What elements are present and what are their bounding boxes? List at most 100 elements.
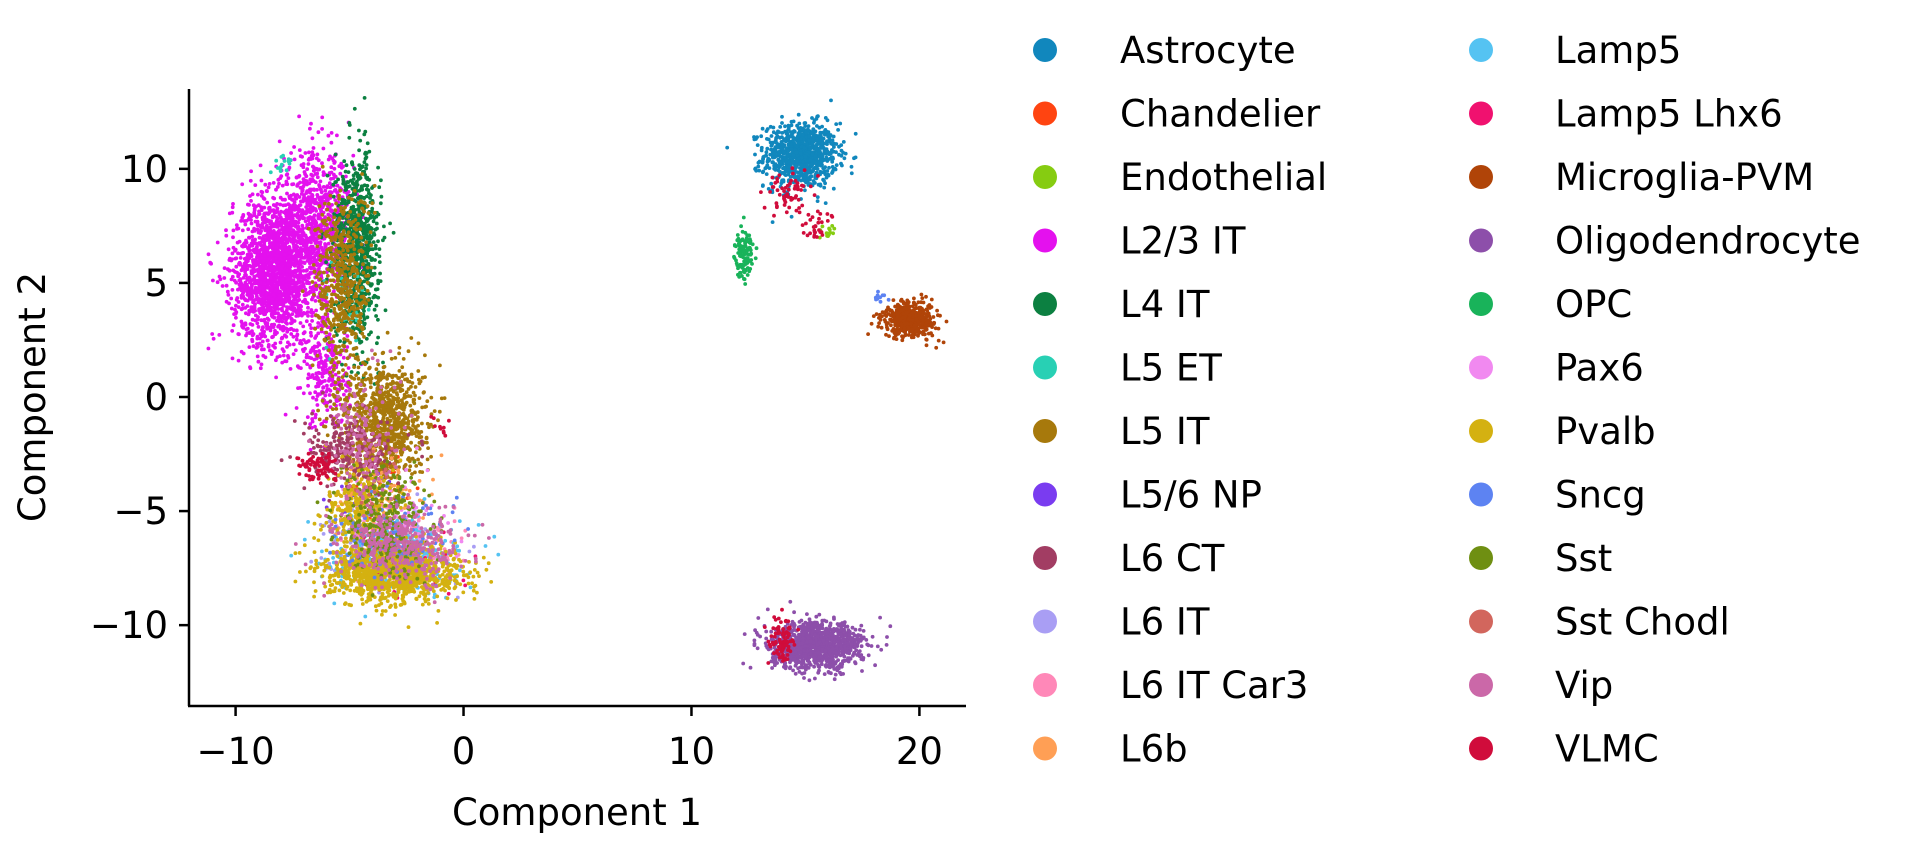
data-point: [260, 217, 265, 222]
data-point: [220, 284, 225, 288]
data-point: [275, 209, 280, 214]
data-point: [842, 156, 847, 161]
data-point: [794, 144, 799, 149]
data-point: [262, 332, 266, 337]
data-point: [271, 259, 275, 264]
data-point: [230, 288, 235, 292]
data-point: [310, 232, 315, 237]
data-point: [765, 137, 769, 141]
data-point: [229, 258, 234, 263]
data-point: [257, 249, 262, 254]
data-point: [756, 164, 761, 169]
data-point: [341, 378, 346, 383]
data-point: [355, 183, 360, 187]
data-point: [251, 305, 256, 309]
data-point: [237, 332, 241, 337]
data-point: [252, 211, 257, 216]
data-point: [300, 208, 305, 213]
data-point: [280, 241, 285, 246]
data-point: [301, 349, 306, 354]
data-point: [827, 226, 831, 231]
data-point: [265, 200, 270, 205]
data-point: [802, 175, 807, 180]
data-point: [310, 217, 315, 222]
data-point: [244, 311, 248, 316]
data-point: [373, 258, 377, 262]
data-point: [314, 209, 318, 213]
data-point: [281, 225, 286, 230]
data-point: [211, 336, 216, 341]
data-point: [321, 315, 326, 320]
data-point: [364, 166, 368, 171]
data-point: [288, 250, 292, 255]
data-point: [231, 235, 235, 240]
data-point: [381, 360, 385, 365]
data-point: [786, 148, 791, 153]
data-point: [328, 190, 333, 195]
data-point: [256, 192, 260, 197]
data-point: [782, 166, 787, 170]
data-point: [760, 184, 765, 188]
data-point: [292, 247, 296, 252]
data-point: [227, 301, 231, 306]
data-point: [378, 271, 382, 276]
data-point: [265, 217, 269, 222]
data-point: [316, 158, 321, 163]
data-point: [297, 207, 301, 212]
data-point: [770, 160, 775, 165]
data-point: [280, 235, 285, 240]
data-point: [377, 260, 382, 264]
data-point: [287, 290, 292, 295]
data-point: [248, 264, 252, 268]
data-point: [379, 194, 384, 199]
data-point: [825, 169, 830, 173]
data-point: [343, 188, 348, 192]
data-point: [236, 274, 241, 279]
data-point: [803, 154, 808, 159]
data-point: [296, 278, 301, 283]
data-point: [346, 366, 351, 370]
data-point: [756, 160, 761, 165]
data-point: [321, 185, 326, 189]
data-point: [230, 205, 235, 210]
data-point: [284, 283, 288, 287]
data-point: [313, 180, 318, 185]
data-point: [328, 221, 332, 226]
data-point: [820, 159, 824, 164]
data-point: [358, 138, 363, 143]
data-point: [826, 234, 830, 239]
data-point: [275, 250, 280, 255]
data-point: [324, 353, 328, 358]
data-point: [238, 251, 243, 256]
data-point: [306, 305, 310, 310]
data-point: [255, 223, 260, 228]
data-point: [331, 194, 336, 199]
data-point: [248, 322, 253, 326]
data-point: [294, 196, 299, 201]
data-point: [822, 185, 827, 190]
data-point: [775, 134, 780, 139]
data-point: [397, 345, 402, 350]
data-point: [339, 470, 344, 475]
data-point: [245, 276, 250, 280]
data-point: [249, 221, 254, 226]
data-point: [849, 171, 854, 176]
data-point: [246, 202, 250, 207]
data-point: [853, 131, 858, 136]
data-point: [308, 391, 312, 396]
data-point: [363, 151, 368, 156]
data-point: [301, 165, 306, 170]
data-point: [333, 180, 338, 185]
data-point: [371, 219, 376, 224]
data-point: [346, 200, 351, 205]
data-point: [243, 222, 248, 227]
data-point: [286, 176, 291, 181]
data-point: [376, 317, 380, 322]
data-point: [266, 185, 271, 190]
data-point: [843, 151, 848, 156]
data-point: [308, 126, 312, 131]
data-point: [772, 151, 777, 156]
data-point: [267, 295, 271, 300]
data-point: [370, 247, 375, 252]
data-point: [248, 178, 253, 183]
